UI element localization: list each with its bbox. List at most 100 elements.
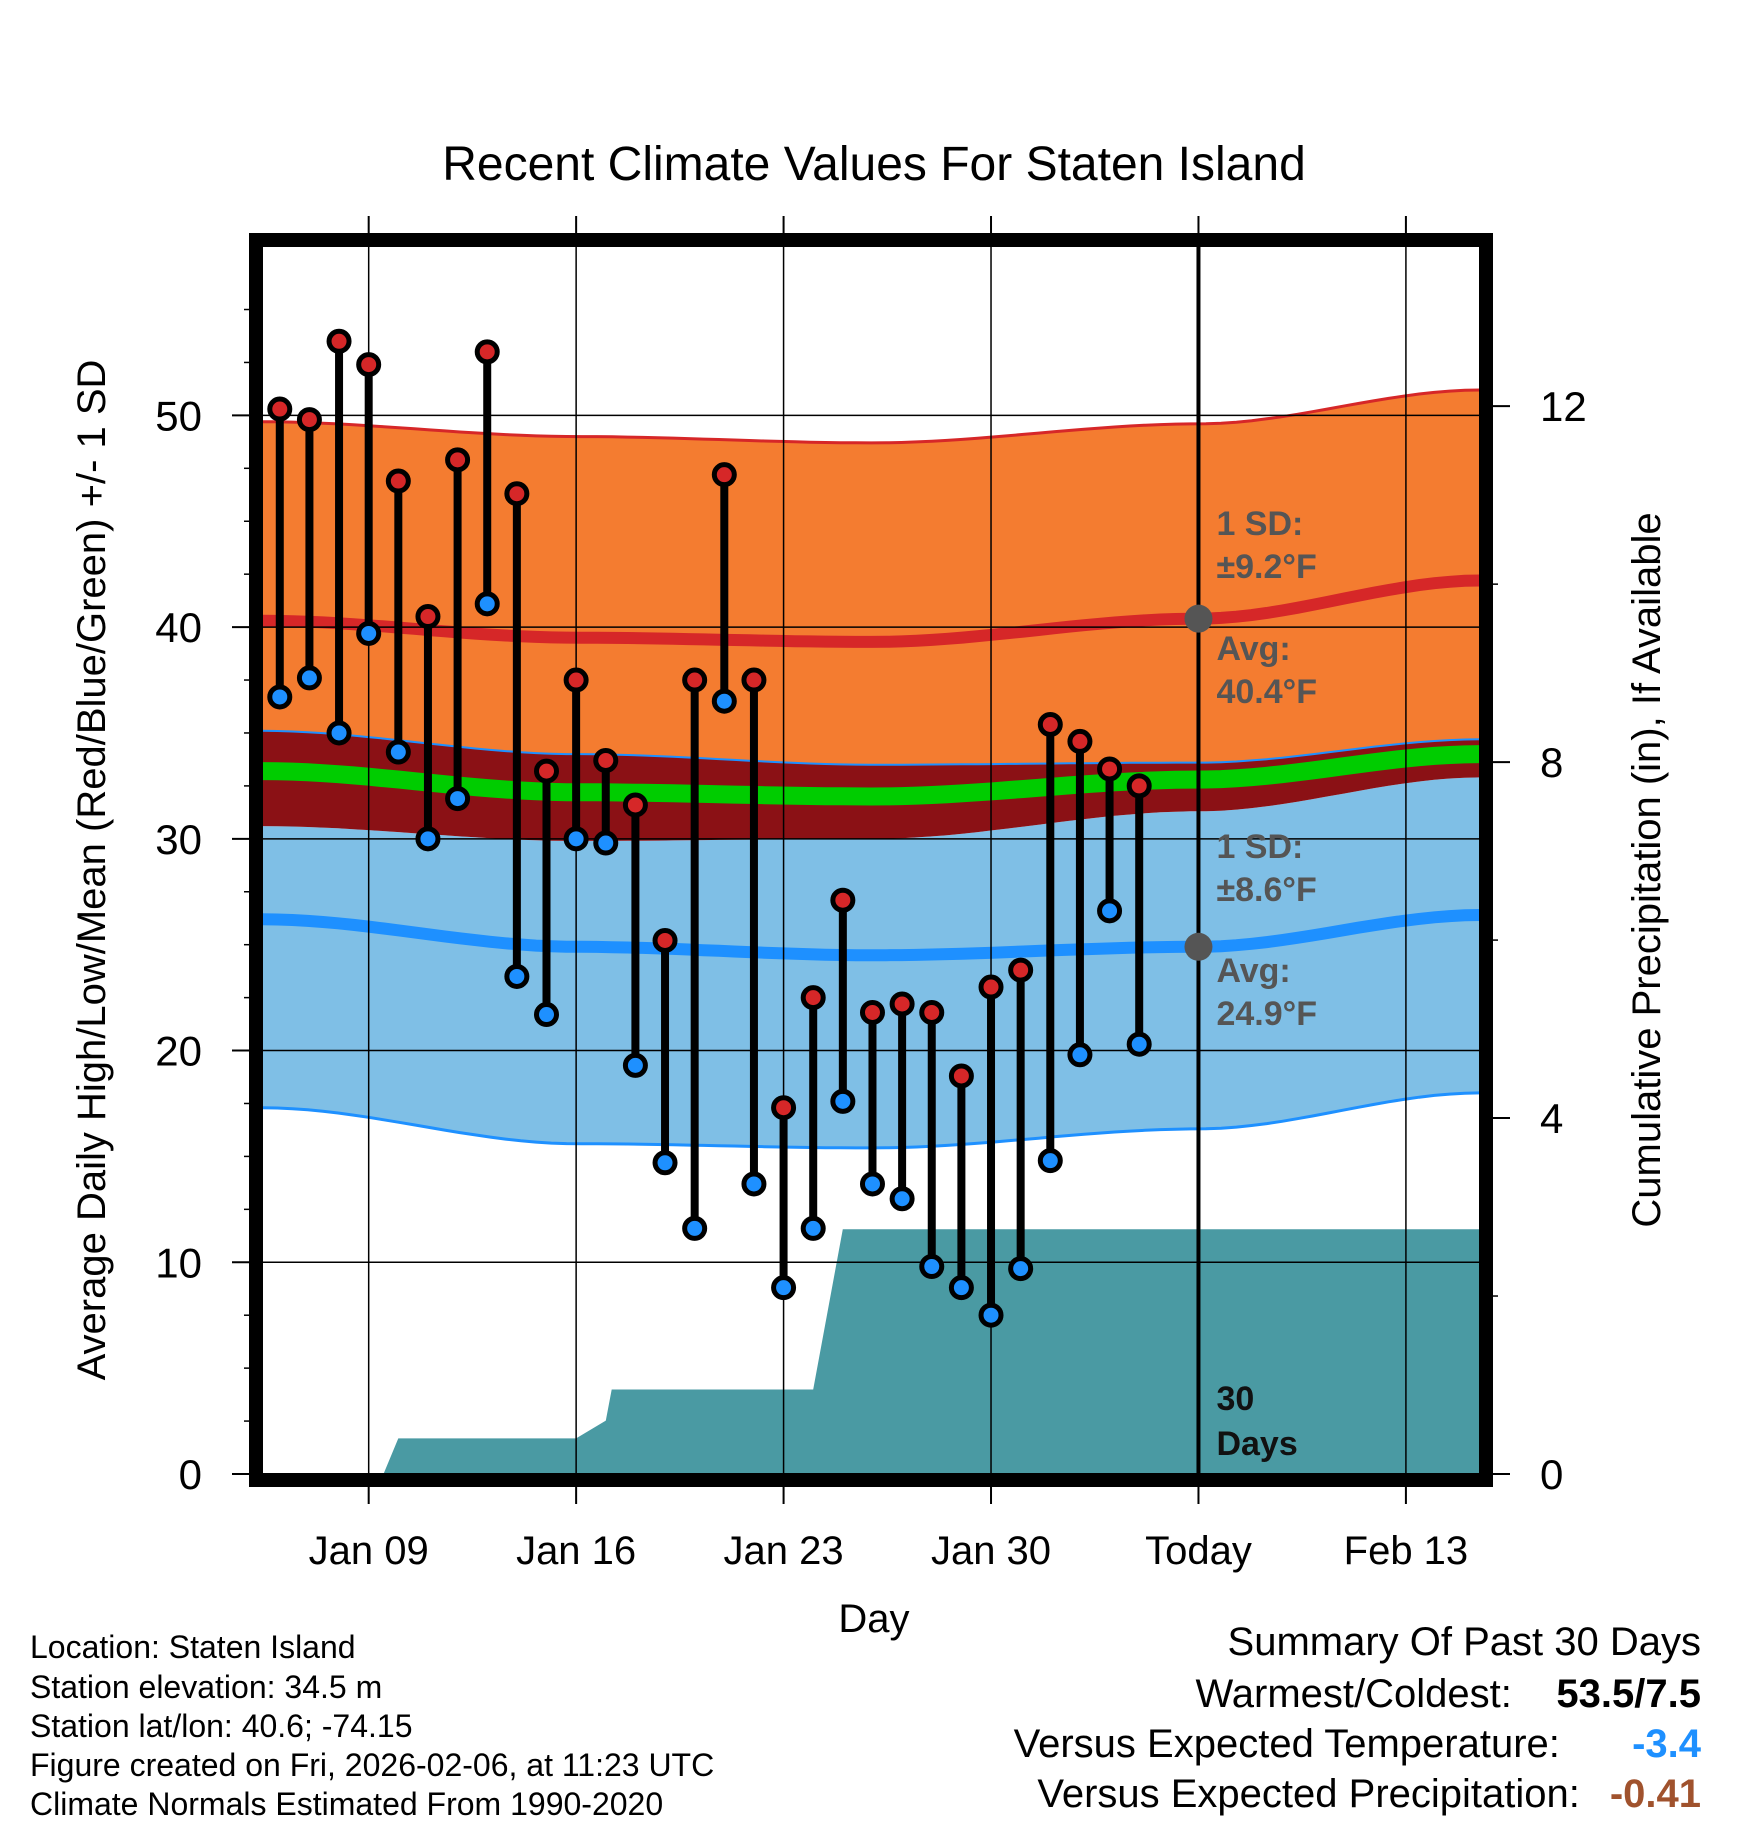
daily-low-marker xyxy=(1037,1148,1063,1174)
daily-high-marker xyxy=(445,447,471,473)
low-sd-value: ±8.6°F xyxy=(1216,871,1316,909)
y2-tick-label: 4 xyxy=(1540,1095,1563,1142)
summary-title: Summary Of Past 30 Days xyxy=(1227,1620,1701,1664)
daily-high-marker xyxy=(326,328,352,354)
daily-high-marker xyxy=(356,352,382,378)
daily-low-marker xyxy=(741,1171,767,1197)
daily-low-marker xyxy=(504,963,530,989)
daily-low-marker xyxy=(356,620,382,646)
daily-low-marker xyxy=(859,1171,885,1197)
daily-low-marker xyxy=(800,1215,826,1241)
daily-low-marker xyxy=(830,1088,856,1114)
precip-area xyxy=(262,1229,1480,1474)
plot-content xyxy=(262,246,1480,1474)
daily-low-marker xyxy=(1008,1256,1034,1282)
daily-low-marker xyxy=(445,786,471,812)
plot-frame xyxy=(249,233,1493,1487)
low-sd-label: 1 SD: xyxy=(1216,828,1303,866)
daily-high-marker xyxy=(889,991,915,1017)
y-tick-label: 40 xyxy=(155,604,202,651)
daily-high-marker xyxy=(978,974,1004,1000)
daily-low-marker xyxy=(682,1215,708,1241)
normal-high-line xyxy=(262,574,1480,648)
mean-band xyxy=(262,730,1480,841)
days-count-label: 30 xyxy=(1216,1380,1254,1418)
plot-area: 1 SD: ±9.2°F Avg: 40.4°F 1 SD: ±8.6°F Avg: 24.9… xyxy=(155,216,1587,1573)
x-tick-label: Feb 13 xyxy=(1344,1529,1469,1573)
daily-low-marker xyxy=(533,1002,559,1028)
daily-low-marker xyxy=(1126,1031,1152,1057)
x-tick-label: Jan 23 xyxy=(724,1529,844,1573)
y-axis-label: Average Daily High/Low/Mean (Red/Blue/Gr… xyxy=(70,360,114,1381)
daily-low-marker xyxy=(622,1052,648,1078)
y-tick-label: 50 xyxy=(155,392,202,439)
daily-high-marker xyxy=(504,481,530,507)
x-tick-label: Jan 09 xyxy=(309,1529,429,1573)
low-avg-marker xyxy=(1184,932,1213,961)
footer-created: Figure created on Fri, 2026-02-06, at 11… xyxy=(30,1747,715,1783)
daily-low-marker xyxy=(978,1302,1004,1328)
low-avg-value: 24.9°F xyxy=(1216,995,1317,1033)
chart-title: Recent Climate Values For Staten Island xyxy=(442,138,1306,191)
daily-high-marker xyxy=(800,985,826,1011)
footer-location: Location: Staten Island xyxy=(30,1629,356,1665)
y2-axis-label: Cumulative Precipitation (in), If Availa… xyxy=(1625,512,1669,1227)
summary-temp: Versus Expected Temperature: -3.4 xyxy=(1014,1722,1701,1767)
daily-high-marker xyxy=(593,747,619,773)
daily-high-marker xyxy=(296,407,322,433)
x-tick-label: Today xyxy=(1145,1529,1252,1573)
daily-low-marker xyxy=(593,830,619,856)
summary-precip: Versus Expected Precipitation: -0.41 xyxy=(1037,1772,1701,1817)
normal-mean-line xyxy=(262,745,1480,806)
daily-high-marker xyxy=(1037,711,1063,737)
y2-tick-label: 12 xyxy=(1540,383,1587,430)
daily-low-marker xyxy=(326,720,352,746)
normal-low-line xyxy=(262,909,1480,962)
y-tick-label: 10 xyxy=(155,1239,202,1286)
daily-high-marker xyxy=(741,667,767,693)
daily-high-marker xyxy=(948,1063,974,1089)
summary-precip-label: Versus Expected Precipitation: xyxy=(1037,1772,1580,1816)
summary-warm-cold: Warmest/Coldest: 53.5/7.5 xyxy=(1196,1672,1702,1717)
y-tick-label: 30 xyxy=(155,816,202,863)
x-tick-label: Jan 16 xyxy=(516,1529,636,1573)
y-tick-label: 0 xyxy=(179,1451,202,1498)
daily-high-marker xyxy=(1097,756,1123,782)
high-avg-value: 40.4°F xyxy=(1216,673,1317,711)
footer-latlon: Station lat/lon: 40.6; -74.15 xyxy=(30,1708,413,1744)
days-text-label: Days xyxy=(1216,1425,1297,1463)
daily-low-marker xyxy=(267,684,293,710)
summary-warm-cold-value: 53.5/7.5 xyxy=(1556,1672,1701,1716)
daily-low-marker xyxy=(385,739,411,765)
daily-high-marker xyxy=(682,667,708,693)
daily-high-marker xyxy=(533,758,559,784)
summary-warm-cold-label: Warmest/Coldest: xyxy=(1195,1672,1512,1716)
y2-tick-label: 0 xyxy=(1540,1451,1563,1498)
daily-high-marker xyxy=(919,999,945,1025)
daily-high-marker xyxy=(415,604,441,630)
daily-high-marker xyxy=(267,396,293,422)
daily-high-marker xyxy=(711,462,737,488)
daily-low-marker xyxy=(711,688,737,714)
footer-normals: Climate Normals Estimated From 1990-2020 xyxy=(30,1786,664,1822)
high-sd-label: 1 SD: xyxy=(1216,505,1303,543)
daily-low-marker xyxy=(415,826,441,852)
daily-high-marker xyxy=(474,339,500,365)
daily-high-marker xyxy=(652,927,678,953)
daily-low-marker xyxy=(919,1254,945,1280)
footer-elevation: Station elevation: 34.5 m xyxy=(30,1669,383,1705)
daily-high-marker xyxy=(622,792,648,818)
daily-high-marker xyxy=(563,667,589,693)
daily-high-marker xyxy=(771,1095,797,1121)
daily-low-marker xyxy=(771,1275,797,1301)
low-avg-label: Avg: xyxy=(1216,952,1290,990)
daily-low-marker xyxy=(889,1186,915,1212)
high-avg-marker xyxy=(1184,604,1213,633)
x-tick-label: Jan 30 xyxy=(931,1529,1051,1573)
daily-low-marker xyxy=(563,826,589,852)
x-axis-label: Day xyxy=(838,1597,909,1641)
y-tick-label: 20 xyxy=(155,1028,202,1075)
high-avg-label: Avg: xyxy=(1216,630,1290,668)
low-sd-band xyxy=(262,777,1480,1148)
